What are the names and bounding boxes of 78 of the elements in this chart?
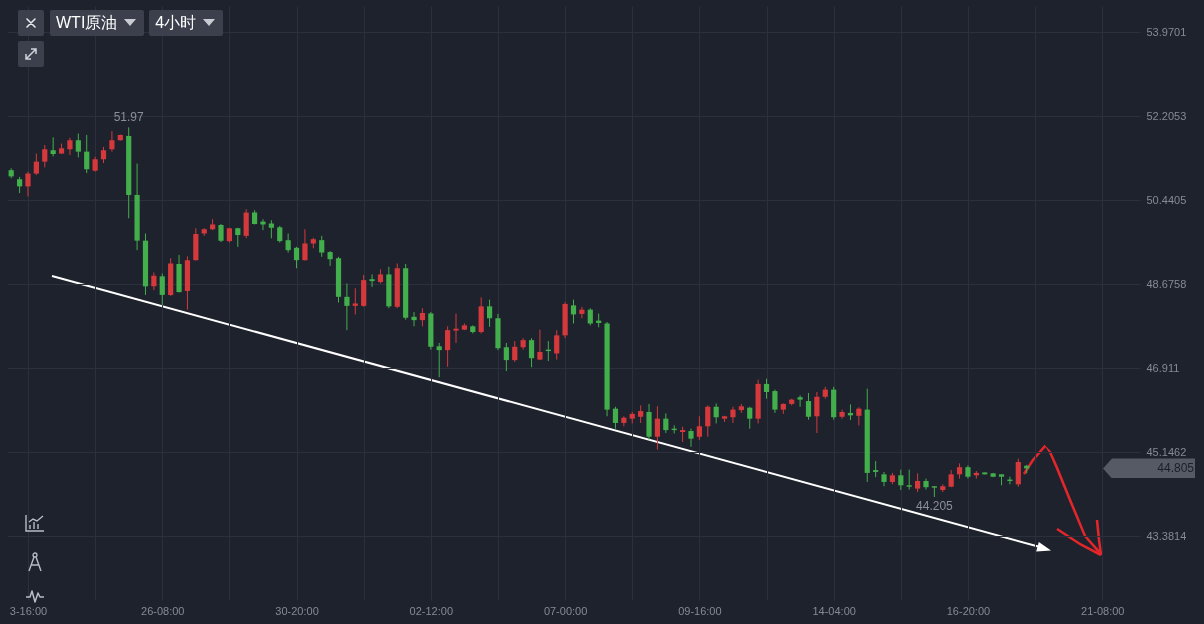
candlestick: [503, 342, 509, 372]
candlestick: [445, 325, 451, 368]
candlestick: [512, 340, 518, 363]
y-tick-label: 43.3814: [1146, 529, 1187, 542]
annotation: 51.97: [113, 110, 145, 125]
candlestick: [268, 219, 274, 239]
candlestick: [159, 272, 165, 306]
candlestick: [453, 312, 459, 344]
candlestick: [772, 389, 778, 414]
y-tick-label: 50.4405: [1146, 193, 1187, 206]
candlestick: [528, 337, 535, 368]
x-tick-label: 21-08:00: [1081, 604, 1125, 617]
candlestick: [1015, 458, 1021, 488]
candlestick: [696, 415, 702, 441]
candlestick: [570, 299, 577, 324]
candlestick: [50, 136, 56, 157]
x-tick-label: 07-00:00: [543, 604, 588, 617]
candlestick: [75, 133, 81, 158]
candlestick: [730, 406, 736, 424]
interval-dropdown: 4小时: [149, 10, 224, 36]
x-tick-label: 16-20:00: [946, 604, 991, 617]
candlestick: [797, 394, 803, 408]
x-tick-label: 02-12:00: [409, 604, 454, 617]
candlestick: [33, 153, 39, 176]
candlestick: [537, 329, 543, 361]
candlestick: [293, 246, 300, 269]
candlestick: [319, 235, 325, 258]
y-tick-label: 53.9701: [1146, 25, 1187, 38]
candlestick: [352, 287, 358, 315]
candlestick: [554, 329, 560, 361]
candlestick: [419, 307, 426, 327]
chart-title: WTI原油: [56, 12, 118, 33]
x-tick-label: 14-04:00: [812, 604, 856, 617]
candlestick: [302, 228, 308, 262]
candlestick: [327, 250, 333, 267]
candlestick: [67, 137, 73, 156]
y-tick-label: 48.6758: [1146, 277, 1187, 290]
x-tick-label: 09-16:00: [678, 604, 722, 617]
annotation: 44.205: [916, 498, 954, 513]
candlestick: [344, 282, 350, 331]
candlestick: [906, 469, 912, 491]
candlestick: [486, 299, 493, 328]
candlestick: [411, 311, 417, 327]
candlestick: [805, 392, 812, 421]
y-tick-label: 52.2053: [1146, 109, 1187, 122]
x-tick-label: 3-16:00: [9, 604, 48, 617]
candlestick: [436, 342, 442, 378]
y-tick-label: 45.1462: [1146, 445, 1187, 458]
candlestick: [688, 428, 694, 448]
candlestick: [25, 171, 31, 197]
candlestick: [663, 412, 669, 434]
candlestick: [621, 415, 627, 427]
candlestick: [763, 378, 770, 400]
symbol-dropdown: WTI原油: [50, 10, 145, 36]
candlestick: [285, 233, 291, 254]
x-tick-label: 30-20:00: [275, 604, 319, 617]
candlestick: [705, 404, 711, 438]
y-tick-label: 46.911: [1146, 361, 1180, 374]
candlestick: [914, 472, 921, 493]
candlestick: [42, 144, 48, 168]
chart-subtitle: 4小时: [155, 12, 197, 33]
candlestick: [520, 337, 526, 351]
x-tick-label: 26-08:00: [141, 604, 185, 617]
candlestick: [923, 478, 929, 491]
candlestick: [747, 406, 753, 430]
candlestick: [109, 130, 115, 153]
text: 44.805: [1157, 461, 1194, 476]
candlestick: [654, 405, 661, 451]
candlestick: [856, 406, 862, 426]
candlestick: [898, 469, 904, 491]
candlestick: [713, 402, 719, 424]
candlestick: [369, 273, 375, 288]
candlestick: [243, 208, 249, 239]
candlestick: [579, 306, 585, 319]
candlestick: [84, 134, 90, 174]
candlestick: [814, 391, 820, 434]
candlestick: [612, 406, 619, 430]
candlestick: [218, 223, 224, 243]
